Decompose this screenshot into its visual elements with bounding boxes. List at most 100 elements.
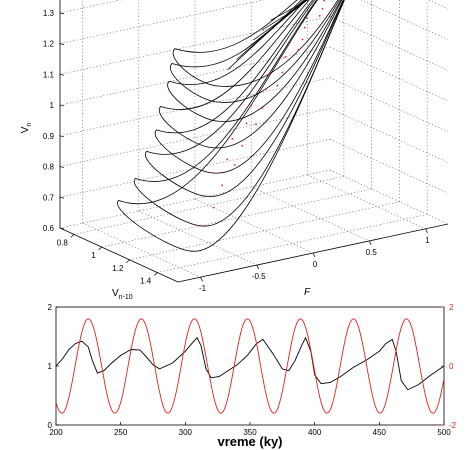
series-black-line [55, 336, 445, 391]
sample-point [265, 88, 267, 90]
z-tick-mark [59, 43, 65, 45]
grid-line [251, 186, 370, 242]
grid-line [427, 0, 449, 10]
sample-point [250, 104, 252, 107]
grid-line [329, 169, 449, 225]
left-tick-label: 1 [48, 362, 53, 371]
sample-point [231, 137, 234, 140]
trajectory-loop [154, 0, 344, 174]
grid-line [329, 46, 449, 102]
x-tick-label: 400 [308, 428, 322, 437]
y-tick-mark [425, 228, 428, 233]
time-series-lines [55, 318, 445, 414]
x-tick-mark [70, 234, 75, 238]
y-tick-label: 0.5 [366, 248, 378, 257]
x-tick-label: 350 [243, 428, 257, 437]
z-tick-mark [59, 166, 65, 168]
x-tick-label: 1 [91, 251, 96, 260]
z-tick-mark [59, 74, 65, 76]
grid-line [82, 222, 201, 278]
trajectory-loop [172, 0, 339, 87]
sample-point [297, 48, 300, 51]
x-axis-label-sub: n-10 [119, 294, 133, 301]
z-tick-mark [59, 227, 65, 230]
sample-point [226, 158, 229, 161]
y-tick-label: 0 [313, 260, 318, 269]
left-tick-label: 0 [48, 421, 53, 430]
grid-line [138, 210, 257, 266]
grid-line [329, 138, 449, 194]
sample-point [281, 71, 284, 74]
sample-point [303, 26, 306, 29]
time-series-ticks: 200 250 300 350 400 450 500 0 1 2 -2 0 2 [48, 303, 457, 437]
sample-point [255, 123, 257, 126]
z-tick-label: 1 [50, 101, 55, 110]
grid-line [129, 201, 400, 261]
trajectory-loop [158, 0, 343, 149]
grid-line [329, 108, 449, 163]
right-tick-label: 2 [449, 303, 454, 312]
z-tick-mark [59, 196, 65, 199]
trajectory-loop [133, 0, 345, 227]
z-axis-label-main: V [20, 126, 31, 133]
z-axis-label-sub: n [26, 123, 33, 127]
trajectory-segment [253, 0, 308, 41]
x-tick-mark [98, 246, 102, 251]
z-tick-label: 0.7 [43, 193, 55, 202]
z-axis-label: Vn [20, 123, 33, 134]
3d-sample-points [191, 0, 326, 253]
sample-point [221, 184, 224, 187]
y-tick-mark [200, 277, 203, 282]
trajectory-segment [244, 0, 307, 51]
z-tick-label: 1.3 [43, 9, 55, 18]
y-tick-label: 1 [425, 236, 430, 245]
sample-point [323, 0, 326, 2]
sample-point [287, 44, 290, 46]
time-axis-label: vreme (ky) [217, 434, 282, 449]
y-tick-label: -1 [199, 284, 207, 293]
z-tick-label: 1.1 [43, 70, 55, 79]
trajectory-segment [270, 0, 307, 21]
3d-tick-labels: 0.60.70.80.911.11.21.31.40.811.21.4-1-0.… [43, 9, 430, 293]
sample-point [201, 225, 204, 227]
x-tick-label: 450 [373, 428, 387, 437]
x-axis-label: Vn-10 [112, 288, 133, 301]
trajectory-segment [236, 0, 306, 60]
x-tick-label: 250 [114, 428, 128, 437]
x-tick-label: 300 [179, 428, 193, 437]
sample-point [207, 195, 209, 198]
x-tick-label: 0.8 [57, 238, 69, 247]
grid-line [307, 174, 426, 230]
right-tick-label: -2 [449, 421, 457, 430]
time-series-plot: 200 250 300 350 400 450 500 0 1 2 -2 0 2 vreme (ky) [48, 303, 457, 449]
y-tick-mark [368, 240, 372, 246]
plot-area [55, 306, 445, 426]
grid-line [101, 188, 372, 248]
trajectory-loop [117, 0, 345, 252]
x-tick-label: 200 [49, 428, 63, 437]
y-tick-mark [312, 252, 316, 258]
grid-line [194, 198, 314, 254]
left-tick-label: 2 [48, 303, 53, 312]
grid-line [360, 0, 449, 40]
3d-trajectory [117, 0, 345, 252]
z-tick-mark [59, 12, 65, 15]
sample-point [233, 164, 236, 166]
axis-edge [59, 227, 179, 283]
sample-point [306, 17, 308, 20]
trajectory-loop [167, 0, 342, 122]
grid-line [157, 214, 428, 273]
z-tick-label: 0.8 [43, 163, 55, 172]
trajectory-segment [227, 0, 305, 70]
z-tick-label: 1.2 [43, 40, 55, 49]
3d-grid [59, 0, 449, 278]
x-tick-label: 1.4 [140, 276, 152, 285]
sample-point [261, 107, 264, 109]
x-tick-label: 1.2 [112, 264, 124, 273]
y-tick-label: -0.5 [252, 272, 266, 281]
x-tick-mark [126, 259, 130, 264]
z-tick-mark [59, 104, 65, 107]
sample-point [212, 206, 215, 209]
series-red-line [55, 318, 445, 414]
